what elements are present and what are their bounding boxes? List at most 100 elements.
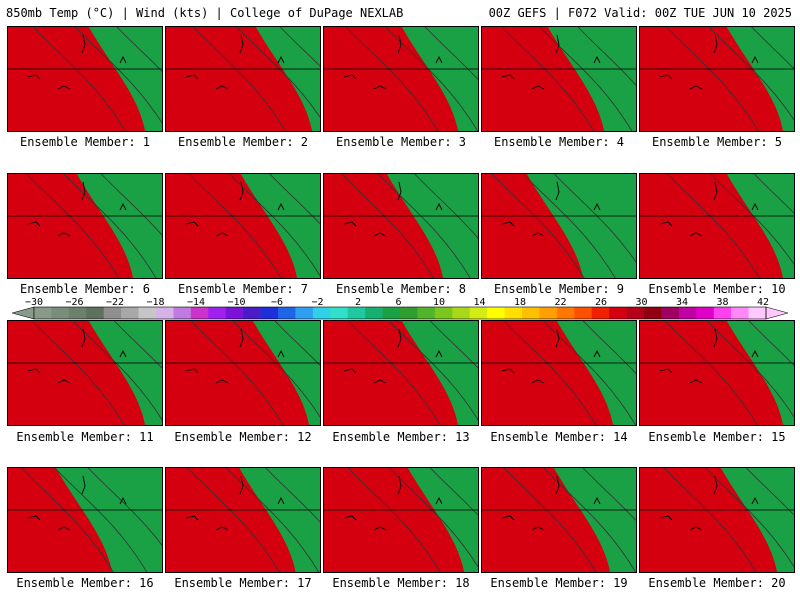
colorbar-segment bbox=[382, 307, 401, 319]
ensemble-map-panel bbox=[7, 26, 163, 132]
ensemble-member-label: Ensemble Member: 9 bbox=[493, 282, 625, 296]
colorbar-tick-label: −18 bbox=[146, 297, 165, 308]
ensemble-member-label: Ensemble Member: 4 bbox=[493, 135, 625, 149]
ensemble-map-panel bbox=[481, 320, 637, 426]
ensemble-map-panel bbox=[323, 467, 479, 573]
colorbar-segment bbox=[644, 307, 662, 319]
ensemble-member-label: Ensemble Member: 10 bbox=[648, 282, 786, 296]
ensemble-member-label: Ensemble Member: 1 bbox=[19, 135, 151, 149]
ensemble-map-panel bbox=[639, 173, 795, 279]
colorbar-segment bbox=[469, 307, 488, 319]
colorbar-segment bbox=[609, 307, 627, 319]
ensemble-member-label: Ensemble Member: 14 bbox=[490, 430, 628, 444]
colorbar-segment bbox=[121, 307, 139, 319]
header-title: 850mb Temp (°C) | Wind (kts) | College o… bbox=[6, 6, 404, 20]
colorbar-segment bbox=[434, 307, 453, 319]
ensemble-map-panel bbox=[481, 173, 637, 279]
ensemble-map-panel bbox=[481, 26, 637, 132]
colorbar-tick-label: 6 bbox=[395, 297, 402, 308]
colorbar-segment bbox=[713, 307, 732, 319]
ensemble-member-label: Ensemble Member: 18 bbox=[332, 576, 470, 590]
colorbar-segment bbox=[522, 307, 540, 319]
colorbar-segment bbox=[68, 307, 87, 319]
colorbar-segment bbox=[190, 307, 209, 319]
colorbar-segment bbox=[452, 307, 471, 319]
colorbar-tick-label: −26 bbox=[65, 297, 84, 308]
colorbar-segment bbox=[731, 307, 749, 319]
colorbar-segment bbox=[487, 307, 505, 319]
ensemble-map-panel bbox=[639, 320, 795, 426]
colorbar-tick-label: −22 bbox=[105, 297, 125, 308]
colorbar-tick-label: 26 bbox=[594, 297, 608, 308]
ensemble-map-panel bbox=[639, 467, 795, 573]
ensemble-member-label: Ensemble Member: 7 bbox=[177, 282, 309, 296]
colorbar-segment bbox=[278, 307, 296, 319]
colorbar-segment bbox=[504, 307, 523, 319]
colorbar-segment bbox=[365, 307, 383, 319]
ensemble-member-label: Ensemble Member: 13 bbox=[332, 430, 470, 444]
colorbar-segment bbox=[347, 307, 366, 319]
ensemble-member-label: Ensemble Member: 12 bbox=[174, 430, 312, 444]
ensemble-map-panel bbox=[639, 26, 795, 132]
colorbar-segment bbox=[400, 307, 418, 319]
colorbar-segment bbox=[103, 307, 122, 319]
colorbar-max-arrow bbox=[765, 306, 788, 320]
colorbar-segment bbox=[417, 307, 436, 319]
colorbar-tick-label: −14 bbox=[186, 297, 206, 308]
ensemble-map-panel bbox=[323, 320, 479, 426]
colorbar-tick-label: 42 bbox=[756, 297, 770, 308]
colorbar-tick-label: 2 bbox=[354, 297, 362, 308]
ensemble-member-label: Ensemble Member: 20 bbox=[648, 576, 786, 590]
ensemble-map-panel bbox=[323, 26, 479, 132]
ensemble-map-panel bbox=[481, 467, 637, 573]
colorbar-tick-label: 18 bbox=[513, 297, 527, 308]
ensemble-member-label: Ensemble Member: 6 bbox=[19, 282, 151, 296]
colorbar-tick-label: −30 bbox=[24, 297, 44, 308]
ensemble-map-panel bbox=[165, 467, 321, 573]
colorbar-tick-label: 10 bbox=[432, 297, 446, 308]
colorbar-segment bbox=[678, 307, 697, 319]
colorbar-tick-label: 34 bbox=[675, 297, 689, 308]
ensemble-member-label: Ensemble Member: 8 bbox=[335, 282, 467, 296]
ensemble-map-panel bbox=[323, 173, 479, 279]
ensemble-map-panel bbox=[7, 320, 163, 426]
colorbar-segment bbox=[748, 307, 767, 319]
ensemble-member-label: Ensemble Member: 16 bbox=[16, 576, 154, 590]
ensemble-member-label: Ensemble Member: 3 bbox=[335, 135, 467, 149]
colorbar-segment bbox=[86, 307, 105, 319]
colorbar-segment bbox=[539, 307, 558, 319]
temperature-colorbar bbox=[12, 306, 788, 320]
ensemble-map-panel bbox=[7, 467, 163, 573]
header-valid-time: 00Z GEFS | F072 Valid: 00Z TUE JUN 10 20… bbox=[488, 6, 792, 20]
colorbar-segment bbox=[34, 307, 52, 319]
ensemble-member-label: Ensemble Member: 15 bbox=[648, 430, 786, 444]
colorbar-segment bbox=[696, 307, 715, 319]
colorbar-segment bbox=[260, 307, 279, 319]
colorbar-segment bbox=[574, 307, 593, 319]
colorbar-tick-label: 22 bbox=[554, 297, 567, 308]
ensemble-member-label: Ensemble Member: 2 bbox=[177, 135, 309, 149]
ensemble-map-panel bbox=[165, 26, 321, 132]
colorbar-tick-label: 30 bbox=[635, 297, 648, 308]
colorbar-segment bbox=[173, 307, 192, 319]
colorbar-segment bbox=[225, 307, 244, 319]
colorbar-tick-label: −6 bbox=[270, 297, 284, 308]
colorbar-tick-label: −10 bbox=[227, 297, 246, 308]
colorbar-segment bbox=[330, 307, 349, 319]
ensemble-map-panel bbox=[165, 320, 321, 426]
colorbar-segment bbox=[661, 307, 680, 319]
ensemble-member-label: Ensemble Member: 5 bbox=[651, 135, 783, 149]
colorbar-segment bbox=[591, 307, 610, 319]
colorbar-segment bbox=[138, 307, 157, 319]
ensemble-member-label: Ensemble Member: 17 bbox=[174, 576, 312, 590]
colorbar-min-arrow bbox=[12, 306, 35, 320]
colorbar-tick-label: −2 bbox=[311, 297, 324, 308]
ensemble-member-label: Ensemble Member: 19 bbox=[490, 576, 628, 590]
ensemble-member-label: Ensemble Member: 11 bbox=[16, 430, 154, 444]
ensemble-map-panel bbox=[7, 173, 163, 279]
colorbar-segment bbox=[556, 307, 575, 319]
colorbar-segment bbox=[51, 307, 70, 319]
colorbar-segment bbox=[156, 307, 174, 319]
colorbar-segment bbox=[626, 307, 645, 319]
colorbar-segment bbox=[312, 307, 331, 319]
